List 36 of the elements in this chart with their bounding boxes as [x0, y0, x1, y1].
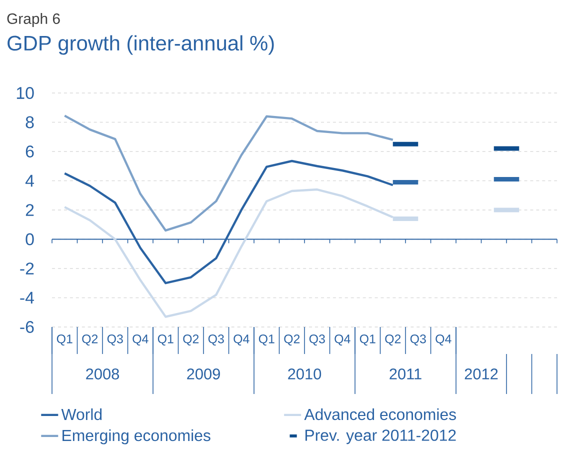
x-tick-label: Q3 — [309, 334, 325, 346]
text: 2009 — [187, 368, 220, 380]
y-tick-label: 8 — [26, 116, 34, 128]
y-tick-label: 10 — [16, 86, 34, 99]
x-tick-label: Q1 — [258, 334, 274, 346]
x-tick-label: Q4 — [334, 334, 350, 346]
x-tick-label: Q3 — [208, 334, 224, 346]
x-tick-label: Q1 — [158, 334, 174, 346]
y-tick-label: 0 — [26, 233, 34, 246]
x-tick-label: Q2 — [284, 334, 300, 346]
x-tick-label: Q4 — [132, 334, 148, 346]
y-tick-label: -4 — [20, 292, 34, 304]
x-tick-label: Q1 — [360, 334, 376, 346]
x-tick-label: Q2 — [385, 334, 401, 346]
legend-label: Emerging economies — [62, 429, 210, 444]
text: 2008 — [86, 368, 120, 380]
x-tick-label: Q2 — [82, 334, 98, 346]
x-tick-label: Q3 — [107, 334, 123, 346]
y-tick-label: -6 — [20, 320, 34, 333]
x-tick-label: Q4 — [234, 334, 250, 346]
x-tick-label: Q4 — [436, 334, 452, 346]
chart-subtitle: Graph 6 — [7, 13, 60, 27]
x-tick-label: Q3 — [410, 334, 426, 346]
text: 2012 — [464, 368, 498, 380]
chart-title: GDP growth (inter-annual %) — [8, 35, 274, 55]
legend-label: World — [61, 408, 102, 420]
y-tick-label: 4 — [25, 174, 34, 187]
text: 2010 — [288, 368, 322, 380]
legend-label: Prev. year 2011-2012 — [305, 430, 456, 444]
x-tick-label: Q1 — [56, 334, 72, 346]
y-tick-label: 2 — [26, 204, 34, 216]
text: 2011 — [390, 368, 422, 380]
y-tick-label: 6 — [26, 145, 34, 158]
y-tick-label: -2 — [20, 262, 34, 274]
legend-label: Advanced economies — [304, 408, 456, 420]
x-tick-label: Q2 — [183, 334, 199, 346]
